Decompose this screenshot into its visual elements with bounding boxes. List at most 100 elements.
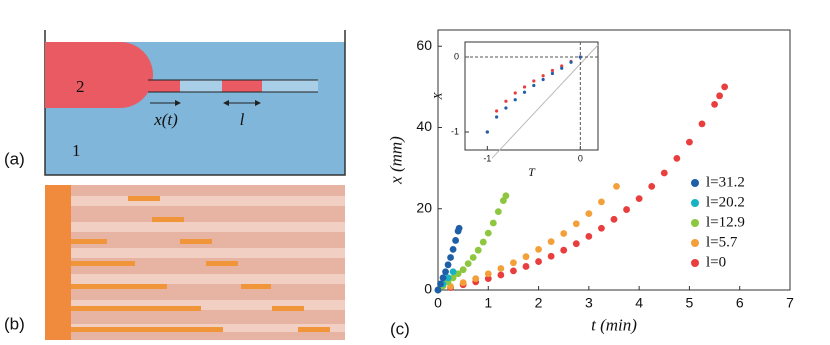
point — [698, 120, 706, 128]
x-axis-label: t (min) — [591, 315, 637, 334]
point — [560, 230, 568, 237]
point — [673, 154, 681, 162]
legend-marker — [691, 179, 699, 187]
x-tick-label: 5 — [686, 295, 694, 311]
x-tick-label: 2 — [535, 295, 543, 311]
point — [479, 238, 487, 246]
point — [535, 245, 542, 253]
point — [444, 274, 452, 282]
y-axis-label: x (mm) — [386, 136, 405, 185]
point — [464, 260, 472, 267]
point — [550, 71, 555, 76]
position-label: x(t) — [153, 110, 178, 129]
y-tick-label: 0 — [454, 51, 459, 61]
point — [474, 246, 482, 254]
point — [504, 106, 508, 110]
y-axis-label: X — [431, 92, 445, 101]
point — [585, 210, 593, 218]
point — [635, 195, 643, 202]
fluid-label: 2 — [76, 77, 85, 96]
point — [522, 253, 530, 261]
point — [449, 274, 457, 282]
point — [510, 267, 517, 275]
x-tick-label: 3 — [585, 295, 593, 311]
legend-label: l=31.2 — [706, 174, 745, 190]
panel-label: (a) — [4, 149, 25, 168]
y-tick-label: 0 — [424, 281, 432, 297]
point — [444, 261, 452, 269]
point — [472, 275, 480, 283]
legend-label: l=12.9 — [706, 214, 745, 230]
x-axis-label: T — [528, 165, 536, 179]
point — [469, 254, 477, 261]
series-points — [434, 83, 729, 294]
point — [522, 85, 527, 89]
x-tick-label: 0 — [578, 153, 583, 163]
point — [598, 224, 605, 232]
point — [504, 99, 508, 103]
point — [494, 208, 502, 215]
x-tick-label: -1 — [483, 153, 491, 163]
reservoir — [45, 185, 71, 340]
point — [495, 115, 499, 119]
point — [502, 192, 510, 200]
point — [660, 169, 668, 177]
y-tick-label: 60 — [416, 37, 432, 53]
point — [510, 259, 517, 267]
point — [535, 258, 542, 265]
legend-label: l=20.2 — [706, 194, 745, 210]
point — [610, 215, 618, 223]
point — [484, 275, 492, 283]
point — [598, 198, 605, 206]
legend-marker — [691, 219, 699, 227]
panel-label: (c) — [390, 319, 410, 338]
point — [547, 238, 555, 246]
point — [484, 270, 492, 278]
legend-label: l=0 — [706, 254, 726, 270]
point — [452, 237, 459, 244]
x-tick-label: 6 — [736, 295, 744, 311]
point — [532, 83, 536, 88]
y-tick-label: 40 — [416, 118, 432, 134]
point — [532, 79, 536, 83]
point — [489, 219, 497, 227]
point — [513, 98, 517, 102]
point — [522, 263, 530, 270]
point — [541, 74, 545, 78]
point — [547, 252, 555, 260]
point — [550, 68, 555, 73]
point — [572, 240, 580, 248]
length-label: l — [240, 110, 245, 129]
point — [572, 220, 580, 228]
legend-label: l=5.7 — [706, 234, 738, 250]
fluid-label: 1 — [72, 141, 81, 160]
point — [442, 268, 449, 276]
y-tick-label: 20 — [416, 199, 432, 215]
point — [686, 138, 693, 146]
fluid-2 — [45, 42, 153, 108]
point — [716, 92, 723, 100]
point — [485, 130, 489, 134]
point — [434, 286, 442, 294]
slug — [222, 80, 262, 92]
legend-marker — [691, 259, 699, 267]
legend-marker — [691, 199, 699, 207]
point — [623, 206, 630, 213]
panel-label: (b) — [4, 314, 25, 333]
point — [447, 254, 454, 261]
point — [585, 232, 593, 240]
point — [560, 64, 564, 68]
point — [711, 100, 718, 108]
point — [495, 109, 499, 113]
x-tick-label: 4 — [635, 295, 643, 311]
point — [449, 245, 457, 253]
legend-marker — [691, 239, 699, 247]
point — [569, 60, 573, 64]
x-tick-label: 1 — [484, 295, 492, 311]
point — [497, 271, 505, 279]
point — [648, 183, 656, 190]
point — [613, 183, 620, 190]
point — [541, 77, 545, 82]
